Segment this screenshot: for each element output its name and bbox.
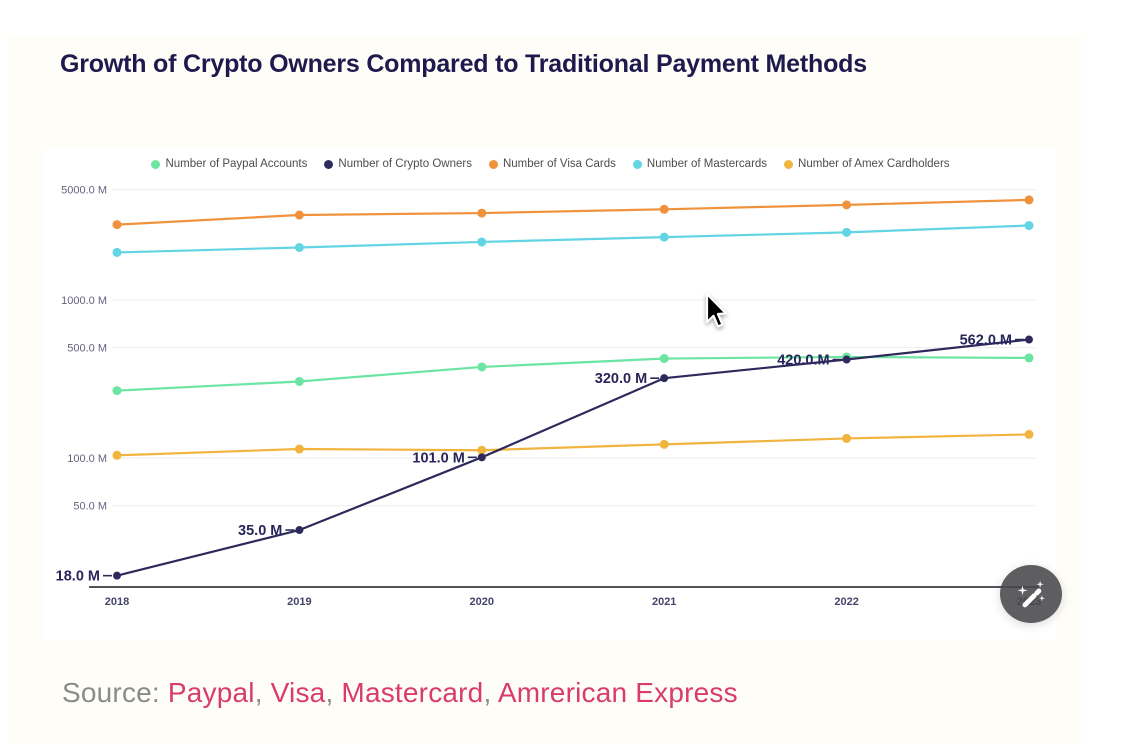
legend-item-number-of-visa-cards[interactable]: Number of Visa Cards [488,158,616,170]
source-links: Paypal, Visa, Mastercard, Amrerican Expr… [168,677,738,708]
source-line: Source: Paypal, Visa, Mastercard, Amreri… [62,677,738,709]
source-prefix: Source: [62,677,160,708]
data-point[interactable] [294,444,304,454]
x-axis-tick-label: 2018 [105,596,129,608]
chart-panel: Number of Paypal Accounts Number of Crypt… [44,148,1057,640]
y-axis-tick-label: 5000.0 M [61,185,107,197]
data-point[interactable] [1024,353,1034,363]
legend-label: Number of Paypal Accounts [165,158,308,170]
data-point[interactable] [1024,221,1034,231]
legend-dot-icon [151,159,161,169]
magic-wand-icon [1017,580,1045,608]
legend-label: Number of Amex Cardholders [798,158,950,170]
data-point[interactable] [659,204,669,214]
data-point[interactable] [477,362,487,372]
data-point-label: 320.0 M [595,371,647,387]
source-separator: , [254,677,263,708]
data-point[interactable] [294,376,304,386]
source-separator: , [483,677,492,708]
y-axis-tick-label: 50.0 M [73,501,107,513]
legend-item-number-of-crypto-owners[interactable]: Number of Crypto Owners [324,158,472,170]
data-point-label: 18.0 M [56,569,100,585]
series-line-number-of-crypto-owners [116,338,1030,577]
y-axis-tick-label: 1000.0 M [61,295,107,307]
data-point[interactable] [477,208,487,218]
x-axis-tick-label: 2019 [287,596,311,608]
series-line-number-of-amex-cardholders [116,433,1030,457]
data-point-label: 35.0 M [238,523,282,539]
y-axis-tick-label: 100.0 M [67,453,107,465]
series-line-number-of-visa-cards [116,198,1030,226]
source-separator: , [325,677,334,708]
series-line-number-of-paypal-accounts [116,355,1030,392]
chart-title: Growth of Crypto Owners Compared to Trad… [60,50,867,78]
legend-dot-icon [784,159,794,169]
data-point[interactable] [113,571,121,580]
data-point[interactable] [842,433,852,443]
data-point[interactable] [659,439,669,449]
legend-item-number-of-mastercards[interactable]: Number of Mastercards [632,158,768,170]
data-point[interactable] [659,232,669,242]
data-point[interactable] [842,227,852,237]
data-point[interactable] [1025,335,1033,344]
legend-label: Number of Mastercards [646,158,768,170]
data-point-label: 562.0.M [960,333,1012,349]
x-axis-tick-label: 2022 [834,596,858,608]
series-line-number-of-mastercards [116,224,1030,254]
x-axis-tick-label: 2021 [652,596,676,608]
y-axis-tick-label: 500.0 M [67,343,107,355]
legend-dot-icon [632,159,642,169]
legend-item-number-of-amex-cardholders[interactable]: Number of Amex Cardholders [784,158,950,170]
source-link-mastercard[interactable]: Mastercard [333,677,484,708]
data-point-label: 420.0.M [777,353,829,369]
line-chart: 5000.0 M 1000.0 M 500.0 M 100.0 M 50.0 M 2018… [56,185,1042,608]
legend-label: Number of Crypto Owners [338,158,472,170]
data-point[interactable] [112,386,122,396]
data-point[interactable] [842,355,851,364]
legend-label: Number of Visa Cards [502,158,616,170]
data-point[interactable] [112,220,122,230]
data-point[interactable] [842,200,852,210]
legend-dot-icon [488,159,498,169]
data-point[interactable] [660,374,669,383]
data-point[interactable] [1024,429,1034,439]
x-axis-tick-label: 2020 [470,596,494,608]
data-point[interactable] [294,210,304,220]
legend-dot-icon [324,159,334,169]
source-link-visa[interactable]: Visa [262,677,326,708]
data-point[interactable] [295,526,304,535]
legend-item-number-of-paypal-accounts[interactable]: Number of Paypal Accounts [151,158,307,170]
data-point[interactable] [659,354,669,364]
data-point[interactable] [477,453,486,462]
data-point[interactable] [112,450,122,460]
data-point[interactable] [1024,195,1034,205]
data-point[interactable] [477,445,487,455]
data-point[interactable] [294,242,304,252]
data-point[interactable] [112,247,122,257]
magic-wand-button[interactable] [1000,565,1062,623]
data-point[interactable] [477,237,487,247]
source-link-paypal[interactable]: Paypal [167,677,255,708]
chart-legend: Number of Paypal Accounts Number of Crypt… [44,154,1057,174]
data-point-label: 101.0 M [412,450,464,466]
source-link-amrerican-express[interactable]: Amrerican Express [491,677,738,708]
